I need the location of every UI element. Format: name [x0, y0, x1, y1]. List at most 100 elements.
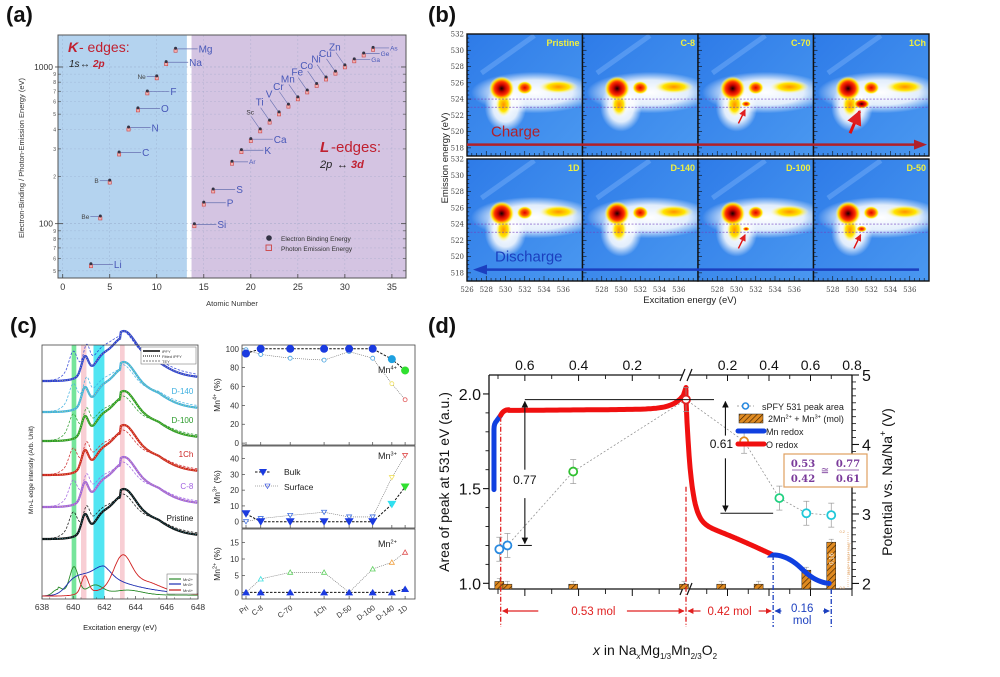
surface-marker [242, 519, 250, 525]
feature-531-new [856, 225, 867, 233]
y-tick-label: 80 [230, 364, 239, 373]
element-point-na: Na [164, 58, 202, 69]
surface-marker [402, 397, 408, 403]
highlight-band-mn4plus [120, 345, 125, 599]
feature-535 [769, 80, 810, 94]
mn-redox-curve [491, 412, 504, 493]
inset-mol-axis: 0.0 0.2 2Mn2+ + Mn3+ (mol) 0.16 [829, 529, 851, 590]
right-tick-label: 4 [862, 437, 871, 454]
highlight-band-mn3plus [93, 345, 105, 599]
left-tick-label: 2.0 [459, 387, 481, 404]
feature-529 [604, 201, 630, 226]
x-tick-label: 536 [557, 286, 571, 294]
legend-marker-bars [738, 413, 764, 424]
y-minor-tick-label: 6 [53, 256, 56, 262]
surface-marker [287, 355, 293, 361]
rixs-map-1d: 1D [466, 158, 584, 282]
fitted-curve [42, 424, 198, 476]
element-label: Ni [311, 55, 320, 66]
legend-label-emission: Photon Emission Energy [281, 246, 353, 253]
binding-marker [268, 118, 272, 122]
bulk-marker [286, 588, 295, 596]
legend-marker-surface [264, 483, 271, 490]
feature-532 [747, 80, 764, 95]
ratio-frame [783, 453, 868, 488]
left-tick-label: 1.5 [459, 482, 481, 499]
element-point-v: V [266, 90, 281, 117]
map-label: Pristine [546, 38, 579, 48]
elastic-line [479, 34, 536, 76]
element-label: Zn [329, 43, 341, 54]
legend-label-tey: TEY [162, 359, 170, 364]
feature-532 [632, 205, 649, 220]
y-major-tick-label: 100 [39, 219, 53, 229]
left-tick-label: 1.0 [459, 576, 481, 593]
y-minor-tick-label: 8 [53, 237, 56, 243]
rixs-map-c-8: C-8 [581, 33, 699, 157]
y-minor-tick-label: 4 [53, 127, 56, 133]
element-label: Fe [291, 68, 303, 79]
x-tick-label: 10 [152, 282, 162, 292]
grid-lines [58, 35, 406, 278]
y-tick-label: 5 [235, 572, 240, 581]
l-edges-title: -edges: [331, 139, 381, 156]
binding-marker [249, 137, 253, 141]
panel-label-b: (b) [428, 2, 456, 27]
surface-marker [389, 381, 395, 387]
element-point-k: K [239, 146, 271, 157]
y-minor-tick-label: 9 [53, 72, 56, 78]
element-label: Si [217, 220, 226, 231]
new-feature-arrow-icon [847, 109, 862, 134]
left-axis-title: Area of peak at 531 eV (a.u.) [436, 392, 452, 572]
leader-line [297, 77, 308, 91]
rixs-map-pristine: Pristine [466, 33, 584, 157]
element-label: Ar [249, 159, 256, 166]
new-feature-arrow-icon [737, 109, 746, 124]
fitted-curve [42, 390, 198, 442]
surface-marker [257, 575, 264, 582]
feature-529 [835, 201, 861, 226]
y-tick-label: 0 [235, 588, 240, 597]
x-tick-label: 0 [60, 282, 65, 292]
legend-bottom: Mn2+ Mn3+ Mn4+ [166, 573, 198, 595]
element-point-be: Be [81, 214, 103, 221]
element-label: As [390, 45, 398, 52]
element-label: Ne [137, 74, 146, 81]
y-tick-label: 10 [230, 555, 239, 564]
surface-marker [388, 559, 396, 565]
subplot-mn3plus: 0 10 20 30 40 Mn3+ (%) Mn3+ [212, 445, 416, 529]
x-tick-label: 642 [97, 602, 111, 612]
surface-marker [320, 509, 328, 516]
element-point-s: S [211, 185, 243, 196]
rixs-map-c-70: C-70 [697, 33, 815, 157]
y-axis-title: Mn2+ (%) [212, 547, 222, 581]
k-transition-from: 1s [69, 59, 80, 70]
x-tick-label: 5 [107, 282, 112, 292]
element-label: Ca [274, 135, 287, 146]
binding-marker [277, 110, 281, 114]
y-tick-label: 40 [230, 401, 239, 410]
element-point-mg: Mg [173, 44, 212, 55]
new-feature-arrow-icon [853, 234, 862, 249]
y-axis-title: Mn-L edge intensity (Arb. Unit) [28, 426, 35, 514]
feature-531-new [853, 99, 870, 109]
y-minor-tick-label: 3 [53, 147, 56, 153]
binding-marker [127, 125, 131, 129]
spfy-marker [801, 508, 812, 519]
inset-axis-title: 2Mn2+ + Mn3+ (mol) [847, 543, 851, 576]
l-transition-from: 2p [319, 159, 332, 171]
element-point-ga: Ga [352, 57, 380, 64]
inset-tick-label: 0.2 [839, 529, 845, 534]
feature-532 [516, 205, 533, 220]
feature-535 [885, 205, 925, 219]
x-tick-label: 644 [129, 602, 143, 612]
x-tick-label: 530 [730, 286, 743, 294]
y-axis-title: Mn4+ (%) [212, 378, 222, 412]
binding-marker [155, 74, 159, 78]
x-tick-label: 530 [845, 286, 858, 294]
surface-marker [321, 357, 327, 363]
plot-frame [57, 34, 407, 279]
legend: Bulk Surface [255, 467, 314, 492]
x-tick-label: C-8 [250, 603, 265, 617]
